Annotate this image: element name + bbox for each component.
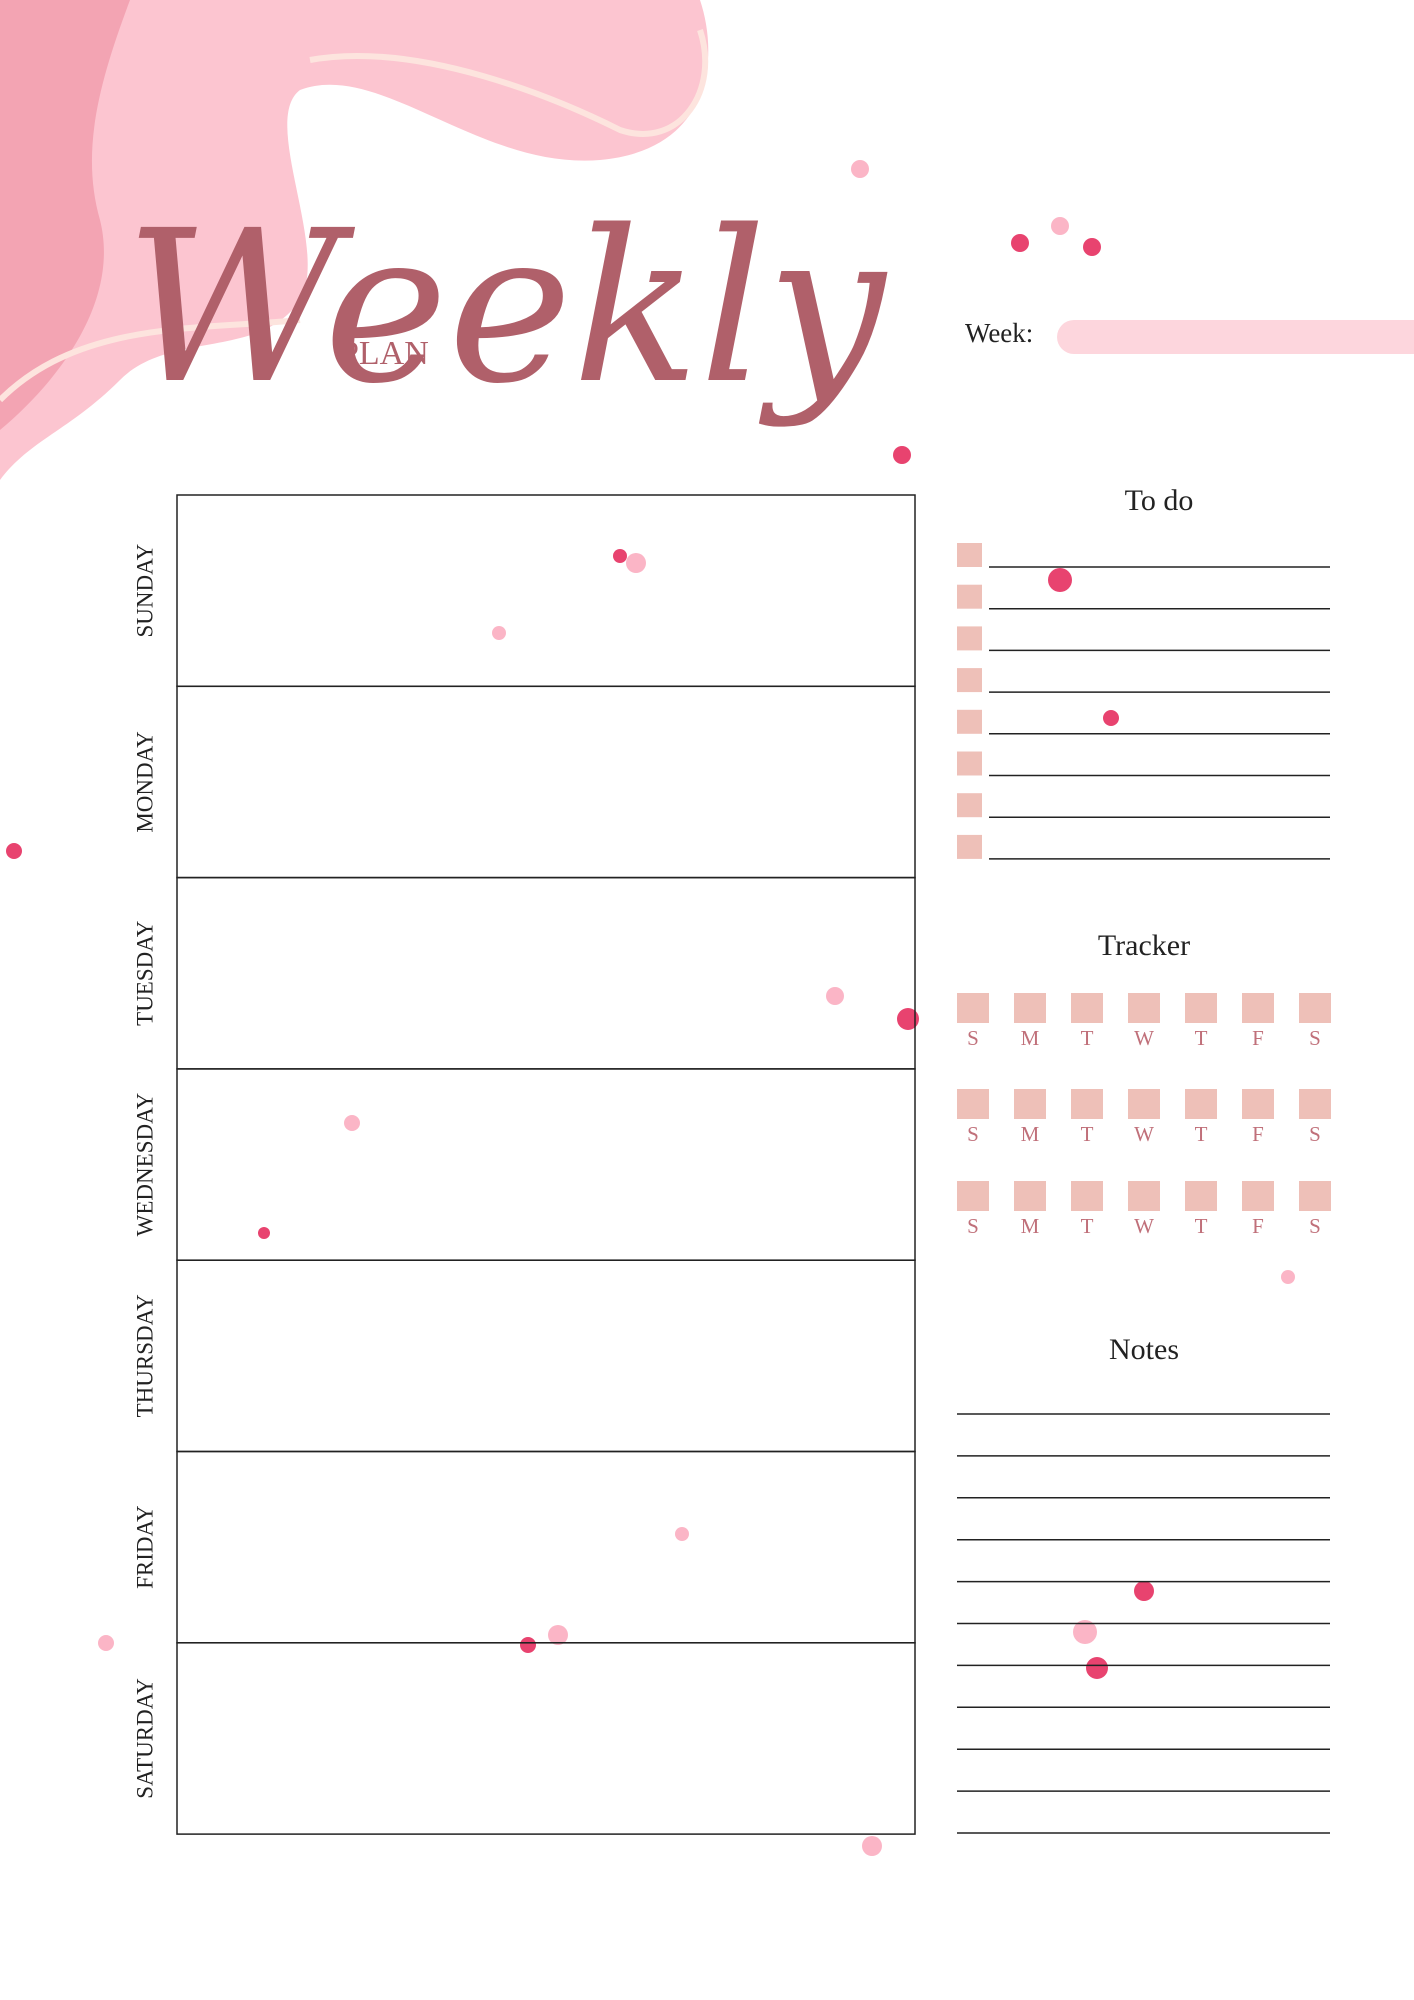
tracker-day: M [1021,1214,1040,1238]
tracker-box [1014,1181,1046,1211]
checkbox [957,793,982,818]
day-box [176,1259,916,1453]
tracker-day: F [1252,1214,1264,1238]
day-label: WEDNESDAY [132,1092,157,1236]
tracker-day: T [1195,1122,1208,1146]
tracker-box [1299,1181,1331,1211]
checkbox [957,668,982,693]
day-box [176,685,916,879]
tracker-day: S [1309,1026,1321,1050]
tracker-box [1185,993,1217,1023]
tracker-box [1128,993,1160,1023]
tracker-box [1185,1089,1217,1119]
tracker-box [957,1181,989,1211]
checkbox [957,626,982,651]
tracker-box [1299,993,1331,1023]
day-label: SATURDAY [132,1678,157,1799]
tracker-box [1014,993,1046,1023]
tracker-day: W [1134,1122,1154,1146]
tracker-day: T [1195,1214,1208,1238]
tracker-day: M [1021,1122,1040,1146]
tracker-day: T [1081,1214,1094,1238]
tracker-day: S [967,1026,979,1050]
tracker-box [1128,1089,1160,1119]
decoration [0,0,1414,1856]
day-box [176,1068,916,1261]
day-box [176,494,916,688]
day-label: THURSDAY [132,1294,157,1418]
tracker-box [1071,993,1103,1023]
tracker-box [1071,1089,1103,1119]
day-box [176,876,916,1070]
notes-title: Notes [1109,1333,1179,1366]
tracker-box [1242,993,1274,1023]
tracker-box [1071,1181,1103,1211]
tracker-day: M [1021,1026,1040,1050]
week-label: Week: [965,318,1033,348]
tracker-box [1242,1181,1274,1211]
day-label: MONDAY [132,731,157,833]
todo-title: To do [1125,484,1194,517]
checkbox [957,543,982,567]
tracker-box [1242,1089,1274,1119]
tracker-box [1185,1181,1217,1211]
tracker-day: T [1081,1026,1094,1050]
tracker-day: S [1309,1214,1321,1238]
tracker-day: W [1134,1026,1154,1050]
day-box [176,1450,916,1644]
tracker-day: T [1081,1122,1094,1146]
title: Weekly [125,185,888,430]
tracker-day: F [1252,1122,1264,1146]
checkbox [957,751,982,776]
tracker-day: T [1195,1026,1208,1050]
tracker-day: F [1252,1026,1264,1050]
tracker-box [1128,1181,1160,1211]
tracker-box [1014,1089,1046,1119]
tracker-title: Tracker [1098,929,1190,962]
day-label: FRIDAY [132,1505,157,1589]
checkbox [957,834,982,859]
tracker-box [957,1089,989,1119]
tracker-day: S [967,1122,979,1146]
checkbox [957,709,982,734]
checkbox [957,584,982,609]
tracker-day: S [1309,1122,1321,1146]
day-box [176,1642,916,1835]
day-label: TUESDAY [132,920,157,1026]
subtitle: PLAN [340,335,429,372]
day-label: SUNDAY [132,543,157,637]
tracker-box [957,993,989,1023]
tracker-box [1299,1089,1331,1119]
tracker-day: S [967,1214,979,1238]
tracker-day: W [1134,1214,1154,1238]
